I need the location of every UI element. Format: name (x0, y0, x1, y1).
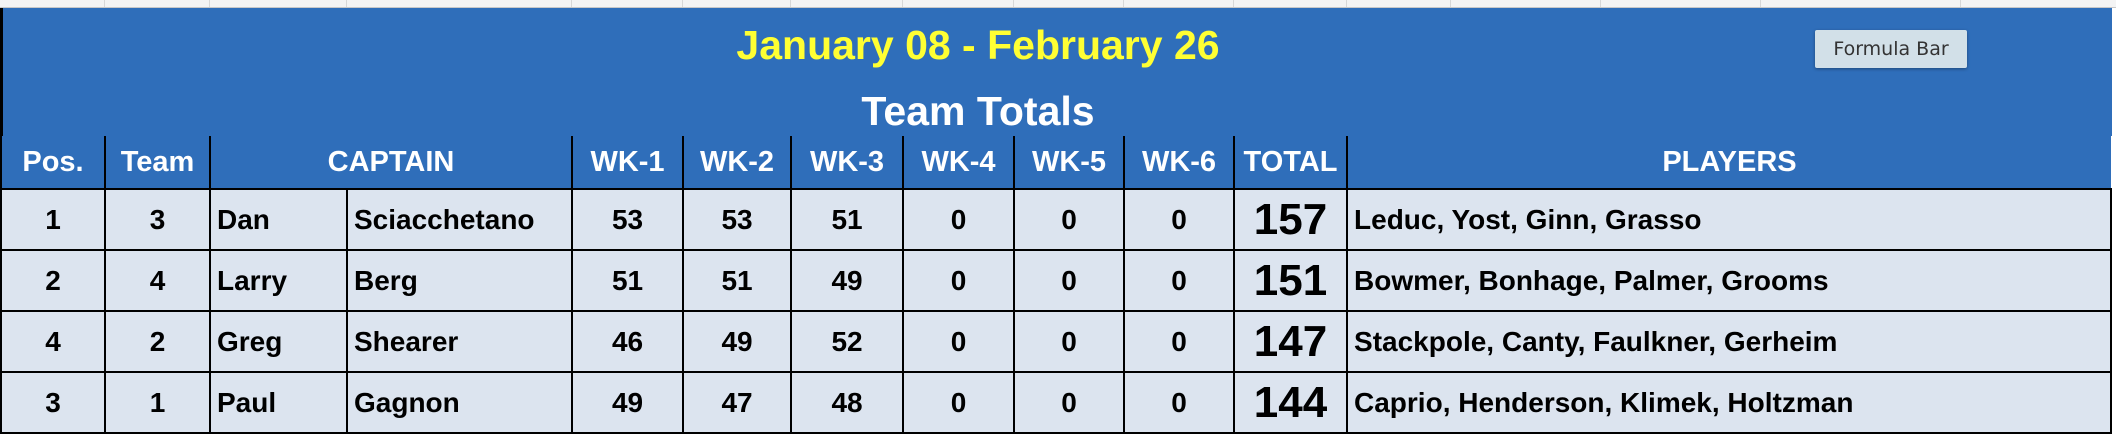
header-row: Pos. Team CAPTAIN WK-1 WK-2 WK-3 WK-4 WK… (0, 136, 2111, 190)
captain-first-cell[interactable]: Dan (209, 188, 348, 251)
team-totals-table: Pos. Team CAPTAIN WK-1 WK-2 WK-3 WK-4 WK… (0, 136, 2112, 434)
wk5-cell[interactable]: 0 (1013, 371, 1126, 434)
header-total: TOTAL (1233, 136, 1349, 190)
team-cell[interactable]: 1 (104, 371, 211, 434)
formula-bar-button[interactable]: Formula Bar (1815, 30, 1967, 68)
total-cell[interactable]: 144 (1233, 371, 1349, 434)
wk3-cell[interactable]: 49 (790, 249, 905, 312)
pos-cell[interactable]: 4 (0, 310, 106, 373)
total-cell[interactable]: 151 (1233, 249, 1349, 312)
total-cell[interactable]: 147 (1233, 310, 1349, 373)
wk3-cell[interactable]: 51 (790, 188, 905, 251)
pos-cell[interactable]: 3 (0, 371, 106, 434)
players-cell[interactable]: Caprio, Henderson, Klimek, Holtzman (1346, 371, 2112, 434)
total-cell[interactable]: 157 (1233, 188, 1349, 251)
header-wk1: WK-1 (571, 136, 685, 190)
wk6-cell[interactable]: 0 (1123, 188, 1236, 251)
wk4-cell[interactable]: 0 (902, 249, 1016, 312)
date-range-title: January 08 - February 26 (736, 22, 1220, 68)
wk2-cell[interactable]: 47 (682, 371, 793, 434)
captain-last-cell[interactable]: Sciacchetano (345, 188, 574, 251)
wk1-cell[interactable]: 46 (571, 310, 685, 373)
table-row: 2 4 Larry Berg 51 51 49 0 0 0 151 Bowmer… (0, 249, 2112, 312)
wk5-cell[interactable]: 0 (1013, 249, 1126, 312)
team-cell[interactable]: 4 (104, 249, 211, 312)
header-captain: CAPTAIN (208, 136, 574, 190)
header-wk4: WK-4 (902, 136, 1016, 190)
wk1-cell[interactable]: 53 (571, 188, 685, 251)
wk6-cell[interactable]: 0 (1123, 249, 1236, 312)
captain-last-cell[interactable]: Berg (345, 249, 574, 312)
wk4-cell[interactable]: 0 (902, 188, 1016, 251)
table-row: 1 3 Dan Sciacchetano 53 53 51 0 0 0 157 … (0, 188, 2112, 251)
team-cell[interactable]: 3 (104, 188, 211, 251)
title-banner: January 08 - February 26 Team Totals For… (0, 8, 2112, 136)
wk3-cell[interactable]: 52 (790, 310, 905, 373)
column-gridlines (0, 0, 2116, 8)
pos-cell[interactable]: 1 (0, 188, 106, 251)
header-wk6: WK-6 (1123, 136, 1236, 190)
header-pos: Pos. (0, 136, 106, 190)
header-team: Team (104, 136, 211, 190)
wk2-cell[interactable]: 53 (682, 188, 793, 251)
captain-first-cell[interactable]: Larry (209, 249, 348, 312)
captain-first-cell[interactable]: Greg (209, 310, 348, 373)
wk2-cell[interactable]: 51 (682, 249, 793, 312)
header-wk3: WK-3 (790, 136, 905, 190)
table-row: 4 2 Greg Shearer 46 49 52 0 0 0 147 Stac… (0, 310, 2112, 373)
header-wk2: WK-2 (682, 136, 793, 190)
wk4-cell[interactable]: 0 (902, 310, 1016, 373)
wk1-cell[interactable]: 49 (571, 371, 685, 434)
table-row: 3 1 Paul Gagnon 49 47 48 0 0 0 144 Capri… (0, 371, 2112, 434)
pos-cell[interactable]: 2 (0, 249, 106, 312)
wk1-cell[interactable]: 51 (571, 249, 685, 312)
team-cell[interactable]: 2 (104, 310, 211, 373)
wk5-cell[interactable]: 0 (1013, 310, 1126, 373)
wk6-cell[interactable]: 0 (1123, 371, 1236, 434)
captain-last-cell[interactable]: Shearer (345, 310, 574, 373)
players-cell[interactable]: Bowmer, Bonhage, Palmer, Grooms (1346, 249, 2112, 312)
wk5-cell[interactable]: 0 (1013, 188, 1126, 251)
players-cell[interactable]: Leduc, Yost, Ginn, Grasso (1346, 188, 2112, 251)
header-players: PLAYERS (1346, 136, 2111, 190)
captain-first-cell[interactable]: Paul (209, 371, 348, 434)
wk3-cell[interactable]: 48 (790, 371, 905, 434)
players-cell[interactable]: Stackpole, Canty, Faulkner, Gerheim (1346, 310, 2112, 373)
wk4-cell[interactable]: 0 (902, 371, 1016, 434)
wk6-cell[interactable]: 0 (1123, 310, 1236, 373)
captain-last-cell[interactable]: Gagnon (345, 371, 574, 434)
header-wk5: WK-5 (1013, 136, 1126, 190)
team-totals-subtitle: Team Totals (861, 88, 1095, 134)
wk2-cell[interactable]: 49 (682, 310, 793, 373)
